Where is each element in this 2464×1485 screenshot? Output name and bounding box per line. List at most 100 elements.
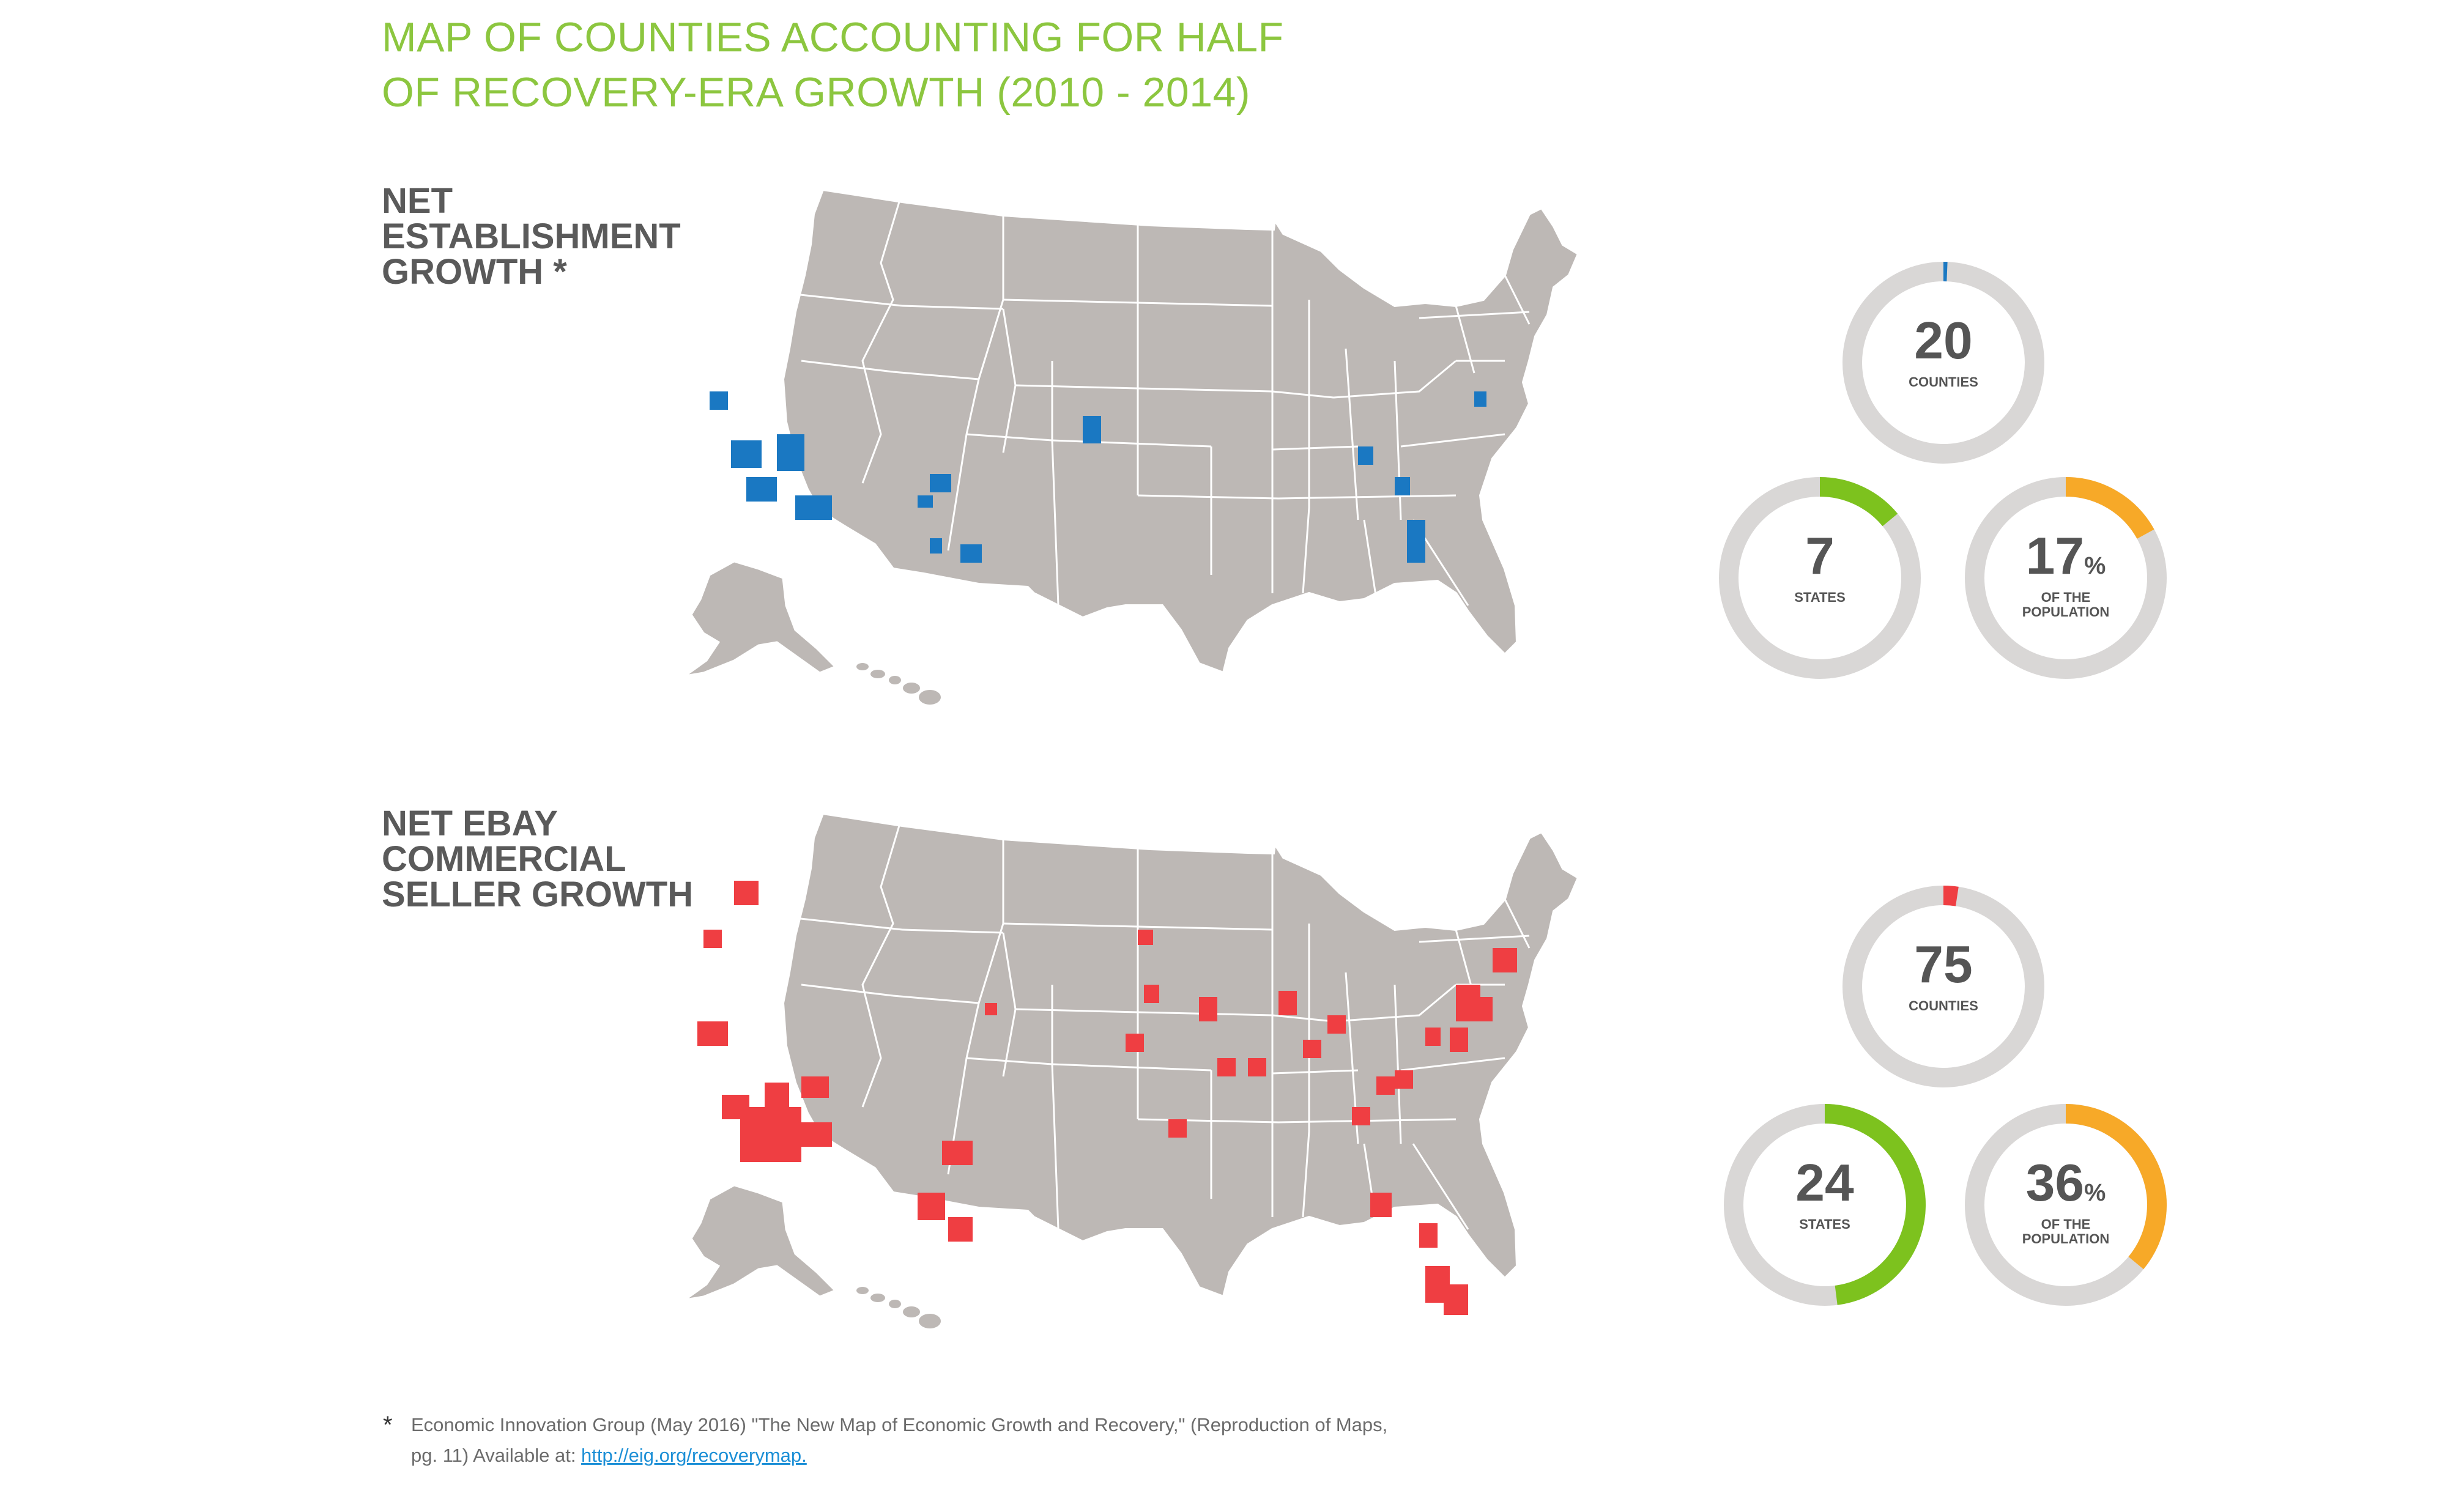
highlighted-county bbox=[697, 1021, 728, 1046]
section-label-ebay: NET EBAY COMMERCIAL SELLER GROWTH bbox=[382, 806, 693, 913]
state-border bbox=[1003, 922, 1138, 928]
stat-value: 24 bbox=[1724, 1153, 1926, 1212]
highlighted-county bbox=[1376, 1076, 1395, 1095]
state-border bbox=[1455, 305, 1475, 374]
donut-ring bbox=[1724, 1104, 1926, 1306]
state-border bbox=[892, 371, 979, 380]
stat-caption: STATES bbox=[1794, 589, 1846, 605]
stat-number: 24 bbox=[1795, 1153, 1854, 1212]
donut-ring bbox=[1965, 477, 2167, 679]
stat-number: 75 bbox=[1914, 935, 1973, 994]
label-line: SELLER GROWTH bbox=[382, 875, 694, 914]
state-border bbox=[1272, 1014, 1334, 1023]
highlighted-county bbox=[777, 434, 804, 471]
contiguous-us-shape bbox=[781, 812, 1580, 1298]
hawaii-island bbox=[889, 676, 901, 684]
stat-caption: STATES bbox=[1799, 1216, 1850, 1232]
highlighted-county bbox=[746, 477, 777, 502]
highlighted-county bbox=[1083, 416, 1101, 443]
hawaii-island bbox=[889, 1300, 901, 1308]
hawaii-island bbox=[856, 1287, 869, 1294]
highlighted-county bbox=[948, 1217, 973, 1242]
label-line: COMMERCIAL bbox=[382, 839, 626, 879]
section-label-establishment: NET ESTABLISHMENT GROWTH * bbox=[382, 183, 681, 290]
state-border bbox=[1504, 275, 1531, 325]
highlighted-county bbox=[1278, 991, 1297, 1015]
source-link[interactable]: http://eig.org/recoverymap. bbox=[581, 1445, 807, 1466]
highlighted-county bbox=[1144, 985, 1159, 1003]
state-border bbox=[902, 305, 1004, 310]
highlighted-county bbox=[1168, 1119, 1187, 1138]
state-border bbox=[1137, 494, 1279, 500]
state-border bbox=[1015, 1008, 1138, 1013]
donut-fill-arc bbox=[1819, 477, 1898, 527]
title-line-1: MAP OF COUNTIES ACCOUNTING FOR HALF bbox=[382, 14, 1284, 61]
highlighted-county bbox=[930, 474, 951, 492]
footnote-text: Economic Innovation Group (May 2016) "Th… bbox=[411, 1414, 1388, 1466]
state-border bbox=[966, 433, 1053, 442]
hawaii-island bbox=[870, 670, 885, 678]
donut-fill-arc bbox=[1943, 886, 1959, 906]
state-border bbox=[1419, 311, 1530, 319]
state-border bbox=[861, 825, 900, 1108]
state-border bbox=[789, 916, 903, 931]
donut-population-establishment: 17% OF THE POPULATION bbox=[1965, 477, 2167, 679]
state-border bbox=[1363, 519, 1378, 600]
stat-value: 75 bbox=[1842, 936, 2044, 993]
hawaii-island bbox=[919, 690, 941, 705]
state-border bbox=[892, 994, 979, 1004]
highlighted-county bbox=[765, 1083, 789, 1113]
label-line: NET bbox=[382, 181, 453, 221]
state-border bbox=[1137, 302, 1273, 307]
highlighted-county bbox=[1474, 391, 1486, 407]
highlighted-county bbox=[1303, 1040, 1321, 1058]
stat-number: 17 bbox=[2025, 526, 2085, 585]
state-border bbox=[966, 1057, 1053, 1065]
label-line: ESTABLISHMENT bbox=[382, 217, 681, 256]
stat-number: 7 bbox=[1805, 526, 1835, 585]
highlighted-county bbox=[801, 1076, 829, 1098]
state-border bbox=[1400, 433, 1505, 448]
state-border bbox=[1345, 348, 1359, 520]
donut-ring bbox=[1842, 886, 2044, 1087]
state-border bbox=[1272, 1069, 1359, 1075]
stat-value: 17% bbox=[1965, 526, 2167, 594]
stat-value: 36% bbox=[1965, 1154, 2167, 1221]
state-border bbox=[1400, 1057, 1505, 1072]
highlighted-county bbox=[1358, 446, 1373, 465]
state-border bbox=[1393, 984, 1402, 1144]
highlighted-county bbox=[740, 1107, 801, 1162]
donut-ring bbox=[1719, 477, 1921, 679]
contiguous-us-shape bbox=[781, 188, 1580, 675]
hawaii-island bbox=[903, 1306, 920, 1317]
state-border bbox=[1419, 935, 1530, 943]
state-border bbox=[1137, 387, 1273, 393]
donut-counties-establishment: 20 COUNTIES bbox=[1842, 262, 2044, 464]
label-line: NET EBAY bbox=[382, 804, 558, 843]
alaska-shape bbox=[685, 560, 837, 677]
stat-caption: OF THE POPULATION bbox=[2022, 589, 2110, 620]
footnote-marker: * bbox=[383, 1412, 393, 1439]
highlighted-county bbox=[1419, 1223, 1438, 1248]
footnote-marker: * bbox=[553, 252, 567, 292]
stat-caption: COUNTIES bbox=[1909, 374, 1978, 390]
stat-unit: % bbox=[2084, 1179, 2106, 1206]
state-border bbox=[801, 360, 894, 373]
highlighted-county bbox=[942, 1141, 973, 1165]
donut-ring bbox=[1842, 262, 2044, 464]
state-border bbox=[1278, 494, 1457, 500]
highlighted-county bbox=[1450, 1028, 1468, 1052]
hawaii-island bbox=[919, 1314, 941, 1328]
us-map-establishment bbox=[685, 188, 1580, 705]
state-border bbox=[1412, 1143, 1469, 1230]
highlighted-county bbox=[918, 495, 933, 508]
highlighted-county bbox=[1474, 997, 1493, 1021]
state-border bbox=[801, 983, 894, 997]
donut-fill-arc bbox=[1824, 1104, 1926, 1305]
state-border bbox=[1052, 1063, 1212, 1072]
hawaii-island bbox=[870, 1294, 885, 1302]
highlighted-county bbox=[1425, 1028, 1441, 1046]
donut-ring bbox=[1965, 1104, 2167, 1306]
donut-fill-arc bbox=[2065, 1104, 2167, 1270]
highlighted-county bbox=[1444, 1284, 1468, 1315]
